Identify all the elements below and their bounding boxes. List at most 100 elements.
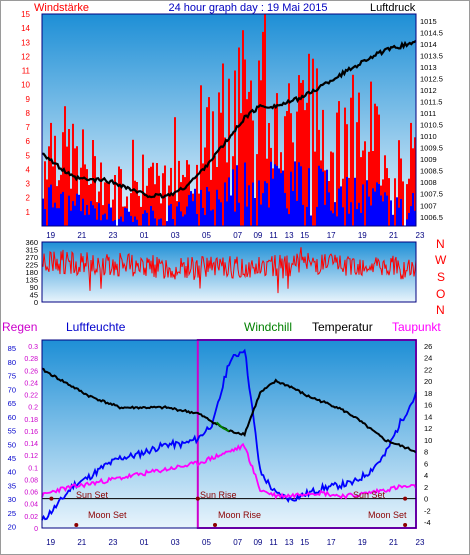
avg-wind-bar — [270, 161, 272, 226]
avg-wind-bar — [210, 210, 212, 226]
gust-bar — [260, 80, 262, 226]
avg-wind-bar — [290, 171, 292, 226]
avg-wind-bar — [332, 213, 334, 226]
wind-ytick: 10 — [21, 81, 30, 90]
avg-wind-bar — [380, 195, 382, 226]
avg-wind-bar — [120, 216, 122, 226]
avg-wind-bar — [356, 209, 358, 226]
avg-wind-bar — [286, 208, 288, 226]
avg-wind-bar — [300, 166, 302, 226]
avg-wind-bar — [378, 184, 380, 226]
gust-bar — [88, 185, 90, 226]
gust-bar — [400, 158, 402, 226]
avg-wind-bar — [334, 202, 336, 226]
gust-bar — [316, 68, 318, 227]
avg-wind-bar — [208, 191, 210, 226]
avg-wind-bar — [284, 193, 286, 226]
gust-bar — [332, 152, 334, 226]
avg-wind-bar — [212, 209, 214, 226]
wind-xtick: 19 — [358, 231, 367, 240]
avg-wind-bar — [368, 196, 370, 226]
direction-ytick: 315 — [25, 246, 38, 255]
gust-bar — [196, 164, 198, 226]
dewpoint-line — [41, 442, 417, 500]
gust-bar — [378, 114, 380, 226]
gust-bar — [198, 193, 200, 226]
avg-wind-bar — [262, 193, 264, 226]
climate-panel-border — [41, 339, 417, 529]
gust-bar — [342, 178, 344, 226]
avg-wind-bar — [272, 178, 274, 226]
avg-wind-bar — [228, 177, 230, 226]
avg-wind-bar — [390, 200, 392, 226]
avg-wind-bar — [70, 210, 72, 226]
gust-bar — [376, 106, 378, 226]
temperature-ytick: 4 — [424, 471, 428, 480]
wind-xtick: 17 — [327, 231, 336, 240]
gust-bar — [54, 135, 56, 226]
avg-wind-bar — [128, 211, 130, 226]
windchill-line — [215, 421, 230, 433]
regen-ytick: 0.26 — [24, 368, 38, 375]
gust-bar — [356, 122, 358, 226]
avg-wind-bar — [350, 202, 352, 226]
humidity-ytick: 75 — [8, 372, 16, 381]
humidity-ytick: 55 — [8, 427, 16, 436]
avg-wind-bar — [306, 206, 308, 226]
avg-wind-bar — [370, 205, 372, 226]
gust-bar — [202, 163, 204, 226]
humidity-ytick: 45 — [8, 454, 16, 463]
climate-xtick: 19 — [46, 538, 55, 547]
regen-ytick: 0 — [34, 526, 38, 533]
gust-bar — [398, 140, 400, 226]
avg-wind-bar — [190, 191, 192, 226]
temperature-ytick: -4 — [424, 518, 431, 527]
gust-bar — [402, 181, 404, 226]
avg-wind-bar — [236, 165, 238, 226]
avg-wind-bar — [110, 207, 112, 226]
gust-bar — [286, 111, 288, 226]
avg-wind-bar — [62, 191, 64, 226]
gust-bar — [222, 63, 224, 226]
gust-bar — [96, 202, 98, 226]
avg-wind-bar — [170, 203, 172, 226]
humidity-ytick: 80 — [8, 358, 16, 367]
avg-wind-bar — [124, 207, 126, 226]
direction-ytick: 135 — [25, 276, 38, 285]
avg-wind-bar — [396, 197, 398, 226]
moon-event-marker — [74, 523, 79, 527]
avg-wind-bar — [114, 220, 116, 226]
gust-bar — [48, 146, 50, 226]
temperature-ytick: 12 — [424, 424, 432, 433]
avg-wind-bar — [292, 191, 294, 226]
gust-bar — [220, 112, 222, 226]
avg-wind-bar — [366, 180, 368, 226]
temperature-ytick: 2 — [424, 483, 428, 492]
luftdruck-label: Luftdruck — [370, 2, 416, 14]
sun-set-label-1: Sun Set — [76, 490, 109, 500]
gust-bar — [304, 110, 306, 226]
avg-wind-bar — [266, 183, 268, 226]
humidity-ytick: 65 — [8, 399, 16, 408]
regen-ytick: 0.12 — [24, 453, 38, 460]
climate-xtick: 17 — [327, 538, 336, 547]
temperature-ytick: 6 — [424, 459, 428, 468]
gust-bar — [412, 148, 414, 226]
avg-wind-bar — [320, 168, 322, 226]
avg-wind-bar — [310, 215, 312, 226]
wind-ytick: 5 — [26, 151, 31, 160]
avg-wind-bar — [408, 213, 410, 226]
avg-wind-bar — [102, 214, 104, 226]
humidity-line — [41, 348, 417, 521]
avg-wind-bar — [54, 202, 56, 226]
gust-bar — [104, 182, 106, 226]
windstaerke-label: Windstärke — [34, 2, 89, 14]
wind-ytick: 13 — [21, 38, 30, 47]
compass-n-top: N — [436, 237, 445, 251]
avg-wind-bar — [372, 188, 374, 226]
sun-rise-label: Sun Rise — [200, 490, 237, 500]
gust-bar — [262, 31, 264, 227]
climate-xtick: 23 — [109, 538, 118, 547]
gust-bar — [226, 162, 228, 226]
gust-bar — [288, 83, 290, 226]
